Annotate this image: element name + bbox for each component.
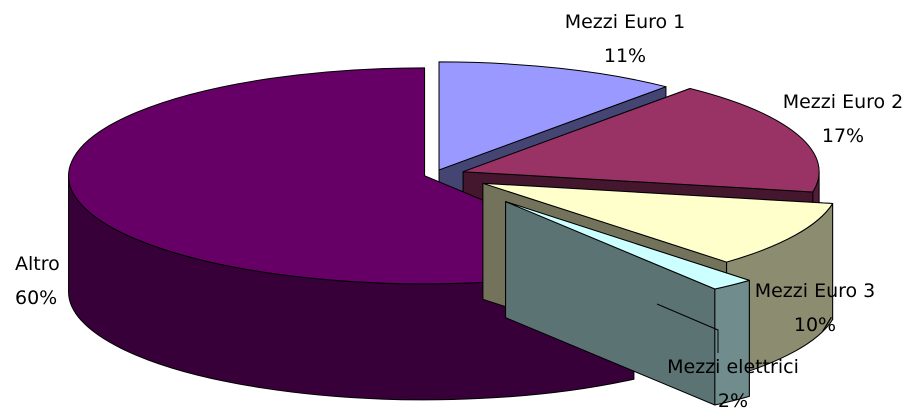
slice-label-mezzi-euro-1: Mezzi Euro 1	[565, 11, 686, 33]
slice-top-mezzi-euro-3	[482, 182, 834, 263]
slice-mezzi-elettrici	[505, 201, 750, 406]
slice-top-mezzi-euro-1	[438, 61, 667, 171]
slice-value-altro: 60%	[15, 287, 57, 309]
slice-labels: Mezzi Euro 1 11% Mezzi Euro 2 17% Mezzi …	[15, 11, 903, 409]
slice-top-mezzi-elettrici	[505, 201, 750, 290]
slice-top-mezzi-euro-2	[462, 87, 820, 193]
slice-side-mezzi-elettrici-0	[714, 279, 750, 406]
slice-value-mezzi-euro-2: 17%	[822, 125, 864, 147]
slice-label-mezzi-euro-3: Mezzi Euro 3	[755, 280, 876, 302]
slice-value-mezzi-euro-1: 11%	[604, 45, 646, 67]
slice-value-mezzi-euro-3: 10%	[794, 314, 836, 336]
leader-line-mezzi-elettrici	[656, 303, 719, 353]
slice-label-mezzi-euro-2: Mezzi Euro 2	[783, 91, 904, 113]
slice-label-altro: Altro	[15, 253, 60, 275]
pie-slices	[68, 61, 834, 406]
slice-value-mezzi-elettrici: 2%	[718, 390, 748, 409]
label-leader-lines	[656, 303, 719, 353]
slice-label-mezzi-elettrici: Mezzi elettrici	[667, 356, 799, 378]
